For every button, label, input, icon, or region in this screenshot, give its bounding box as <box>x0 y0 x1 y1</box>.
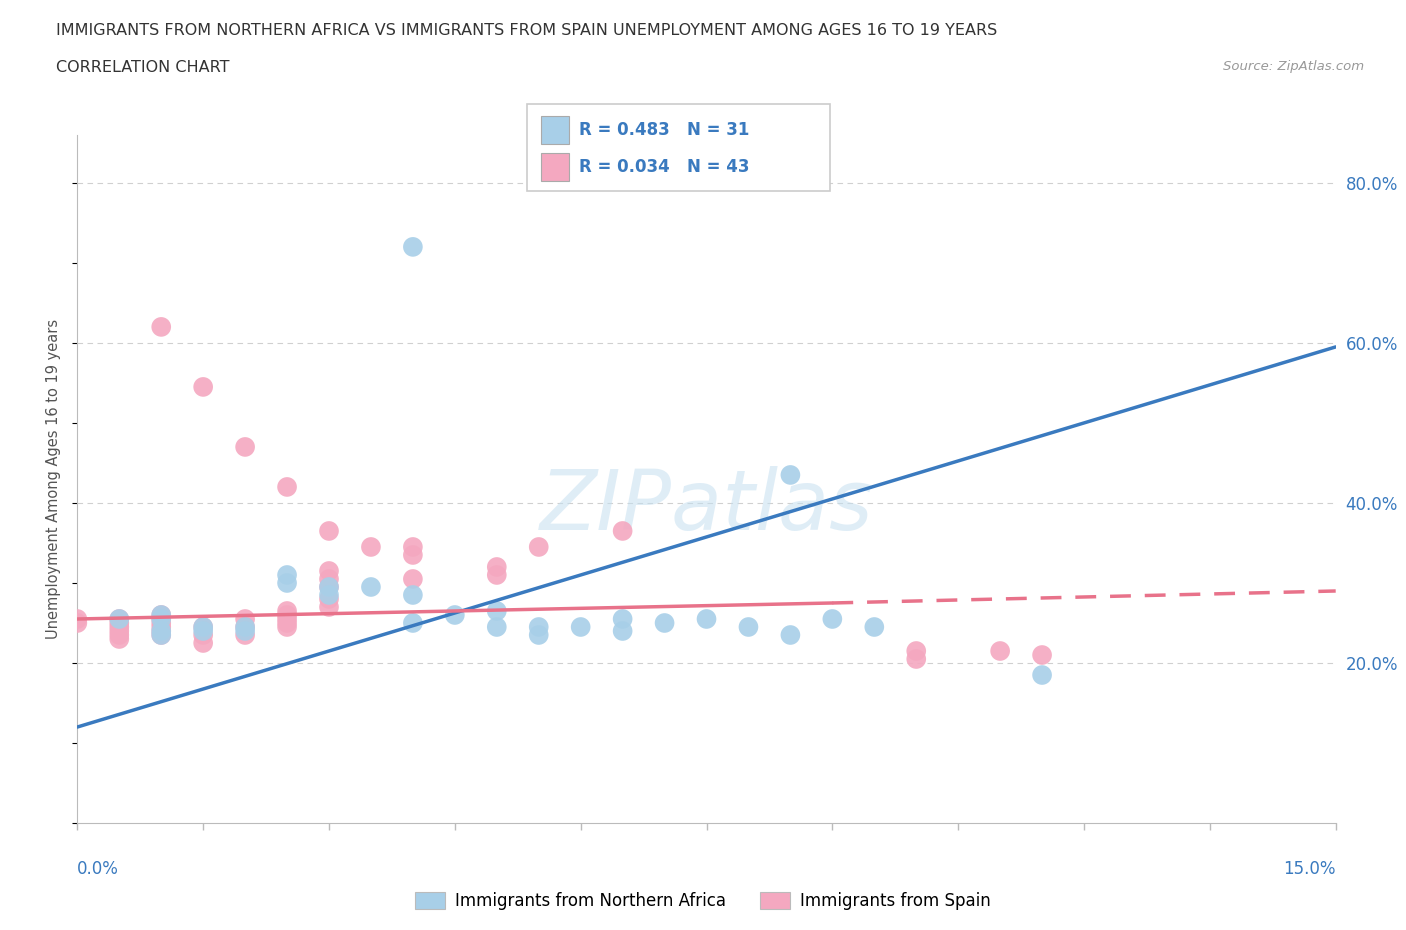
Point <box>276 616 298 631</box>
Point <box>66 616 89 631</box>
Point <box>108 612 131 627</box>
Point <box>612 612 634 627</box>
Point <box>150 607 173 622</box>
Point <box>318 579 340 594</box>
Point <box>485 604 508 618</box>
Point <box>108 612 131 627</box>
Point <box>150 623 173 638</box>
Point <box>402 616 425 631</box>
Point <box>1031 668 1053 683</box>
Point <box>276 607 298 622</box>
Point <box>527 628 550 643</box>
Point <box>233 619 256 634</box>
Point <box>821 612 844 627</box>
Y-axis label: Unemployment Among Ages 16 to 19 years: Unemployment Among Ages 16 to 19 years <box>46 319 62 639</box>
Point <box>276 604 298 618</box>
Point <box>150 619 173 634</box>
Point <box>696 612 718 627</box>
Text: ZIPatlas: ZIPatlas <box>540 466 873 547</box>
Point <box>191 619 215 634</box>
Point <box>150 607 173 622</box>
Point <box>905 652 928 667</box>
Point <box>612 524 634 538</box>
Point <box>485 619 508 634</box>
Point <box>108 623 131 638</box>
Point <box>318 572 340 587</box>
Point <box>905 644 928 658</box>
Text: 0.0%: 0.0% <box>77 860 120 878</box>
Point <box>150 616 173 631</box>
Point <box>108 628 131 643</box>
Point <box>569 619 592 634</box>
Point <box>402 588 425 603</box>
Point <box>318 564 340 578</box>
Point <box>402 539 425 554</box>
Point <box>402 548 425 563</box>
Point <box>276 612 298 627</box>
Text: CORRELATION CHART: CORRELATION CHART <box>56 60 229 75</box>
Point <box>191 379 215 394</box>
Point <box>108 631 131 646</box>
Point <box>360 579 382 594</box>
Point <box>150 623 173 638</box>
Point <box>276 576 298 591</box>
Point <box>527 619 550 634</box>
Text: R = 0.034   N = 43: R = 0.034 N = 43 <box>579 158 749 177</box>
Point <box>318 591 340 606</box>
Point <box>612 623 634 638</box>
Point <box>191 628 215 643</box>
Point <box>191 635 215 650</box>
Point <box>108 616 131 631</box>
Point <box>191 619 215 634</box>
Point <box>654 616 676 631</box>
Point <box>318 579 340 594</box>
Point <box>150 612 173 627</box>
Point <box>737 619 759 634</box>
Point <box>233 440 256 455</box>
Point <box>485 567 508 582</box>
Point <box>66 612 89 627</box>
Point <box>233 612 256 627</box>
Point <box>150 628 173 643</box>
Point <box>527 539 550 554</box>
Point <box>318 588 340 603</box>
Text: IMMIGRANTS FROM NORTHERN AFRICA VS IMMIGRANTS FROM SPAIN UNEMPLOYMENT AMONG AGES: IMMIGRANTS FROM NORTHERN AFRICA VS IMMIG… <box>56 23 997 38</box>
Point <box>863 619 886 634</box>
Text: R = 0.483   N = 31: R = 0.483 N = 31 <box>579 121 749 140</box>
Point <box>485 560 508 575</box>
Point <box>402 572 425 587</box>
Point <box>402 239 425 254</box>
Point <box>360 539 382 554</box>
Point <box>988 644 1011 658</box>
Point <box>108 619 131 634</box>
Text: Source: ZipAtlas.com: Source: ZipAtlas.com <box>1223 60 1364 73</box>
Point <box>276 619 298 634</box>
Point <box>233 619 256 634</box>
Point <box>233 623 256 638</box>
Point <box>1031 647 1053 662</box>
Point <box>150 628 173 643</box>
Legend: Immigrants from Northern Africa, Immigrants from Spain: Immigrants from Northern Africa, Immigra… <box>409 885 997 917</box>
Point <box>318 600 340 615</box>
Point <box>444 607 467 622</box>
Point <box>779 628 801 643</box>
Point <box>779 468 801 483</box>
Text: 15.0%: 15.0% <box>1284 860 1336 878</box>
Point <box>233 628 256 643</box>
Point <box>150 320 173 335</box>
Point <box>318 524 340 538</box>
Point <box>150 612 173 627</box>
Point <box>191 623 215 638</box>
Point <box>276 567 298 582</box>
Point <box>276 480 298 495</box>
